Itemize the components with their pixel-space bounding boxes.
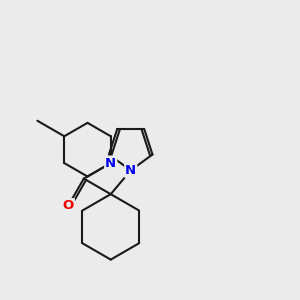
Text: N: N (105, 157, 116, 169)
Text: O: O (63, 199, 74, 212)
Text: N: N (125, 164, 136, 177)
